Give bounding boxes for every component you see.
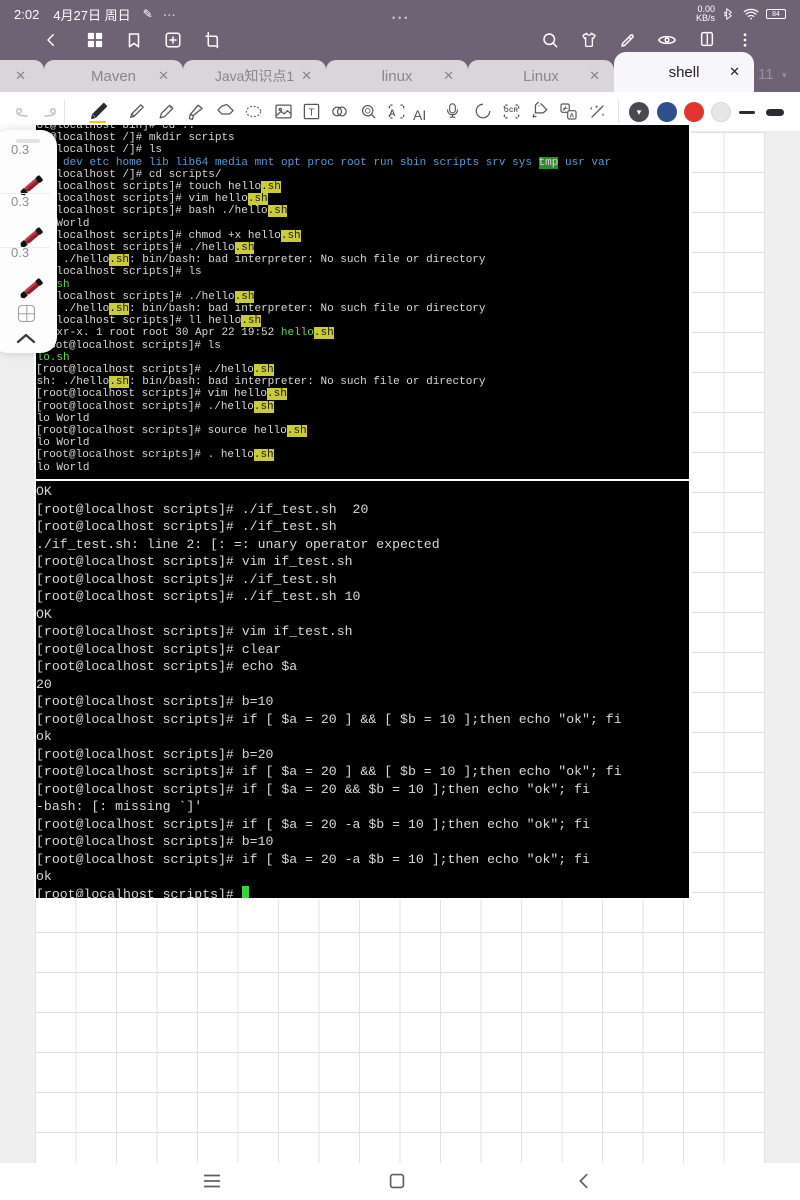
svg-text:A: A (570, 112, 575, 119)
svg-text:T: T (308, 107, 315, 118)
